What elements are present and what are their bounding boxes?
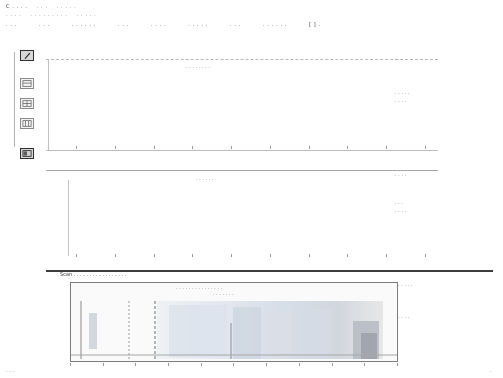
panel-top-title: . . . . . . . . <box>186 64 210 70</box>
footer-left: . . . <box>6 368 14 374</box>
legend-item-2: . . . . . <box>395 90 410 96</box>
panel-top: . . . . . . . . <box>46 52 438 152</box>
toolbar-row-3: . . . . . . . . . . . . . . . . . . . . … <box>6 22 321 28</box>
toolbar-item-9[interactable]: [ ] . <box>309 22 321 28</box>
spectrogram-image <box>71 301 397 359</box>
toolbar-row-1: C . . . . . . . . . . . . <box>6 4 76 10</box>
toolbar-text-3[interactable]: . . . . . <box>56 4 77 10</box>
legend-item-1: . . . <box>395 56 403 62</box>
toolbar-item-8[interactable]: . . . . . . <box>262 22 288 28</box>
legend-item-3: . . . . <box>395 98 407 104</box>
toolbar-text-6[interactable]: . . . . . <box>76 12 97 18</box>
panel-bottom-ticks <box>70 363 398 366</box>
panel-mid-ticks <box>76 254 426 257</box>
toolbar-item-5[interactable]: . . . . <box>150 22 167 28</box>
toolbar-text-1[interactable]: C . . . . <box>6 4 28 10</box>
grid-alt-icon[interactable] <box>20 118 34 129</box>
legend-item-5: . . . <box>395 200 403 206</box>
panel-top-legend: . . . . . . . . . . . . <box>395 56 409 106</box>
toolbar-item-2[interactable]: . . . <box>38 22 50 28</box>
pencil-icon[interactable] <box>20 50 34 61</box>
panel-mid-legend: . . . . . . . . . . . <box>395 172 406 216</box>
panel-mid-title: . . . . . . <box>196 176 214 182</box>
panel-mid: . . . . . . <box>46 170 438 260</box>
toolbar-item-4[interactable]: . . . <box>118 22 129 28</box>
panel-bottom-legend: . . . . . . . . . <box>398 282 412 322</box>
left-rail <box>14 52 16 147</box>
legend-item-8: . . . . <box>398 314 410 320</box>
footer-right: . <box>490 368 492 374</box>
toolbar-item-7[interactable]: . . . <box>230 22 241 28</box>
layout-icon[interactable] <box>20 148 34 159</box>
plot-title: . . . . . . . . . . . . . . . <box>176 285 223 291</box>
toolbar-text-2[interactable]: . . . <box>36 4 48 10</box>
legend-item-6: . . . . <box>395 208 407 214</box>
toolbar-item-1[interactable]: . . . <box>6 22 17 28</box>
plot-subtitle: . . . . . . . <box>213 291 234 297</box>
toolbar: C . . . . . . . . . . . . . . . . . . . … <box>0 0 503 40</box>
legend-item-4: . . . . <box>395 172 407 178</box>
toolbar-row-2: . . . . . . . . . . . . . . . . . . <box>6 12 96 18</box>
panel-bottom-header: Scan . . . . . . . . . . . . . . . . . <box>60 272 127 278</box>
grid-icon[interactable] <box>20 98 34 109</box>
panel-bottom: Scan . . . . . . . . . . . . . . . . . .… <box>46 270 493 370</box>
toolbar-item-3[interactable]: . . . . . . <box>71 22 96 28</box>
toolbar-text-5[interactable]: . . . . . . . . . <box>30 12 68 18</box>
table-icon[interactable] <box>20 78 34 89</box>
toolbar-item-6[interactable]: . . . . . <box>188 22 208 28</box>
panel-bottom-frame <box>46 270 493 370</box>
spectrogram-plot[interactable]: . . . . . . . . . . . . . . . . . . . . … <box>70 282 398 362</box>
legend-item-7: . . . . . <box>398 282 413 288</box>
panel-top-ticks <box>76 146 426 149</box>
toolbar-text-4[interactable]: . . . . <box>6 12 22 18</box>
